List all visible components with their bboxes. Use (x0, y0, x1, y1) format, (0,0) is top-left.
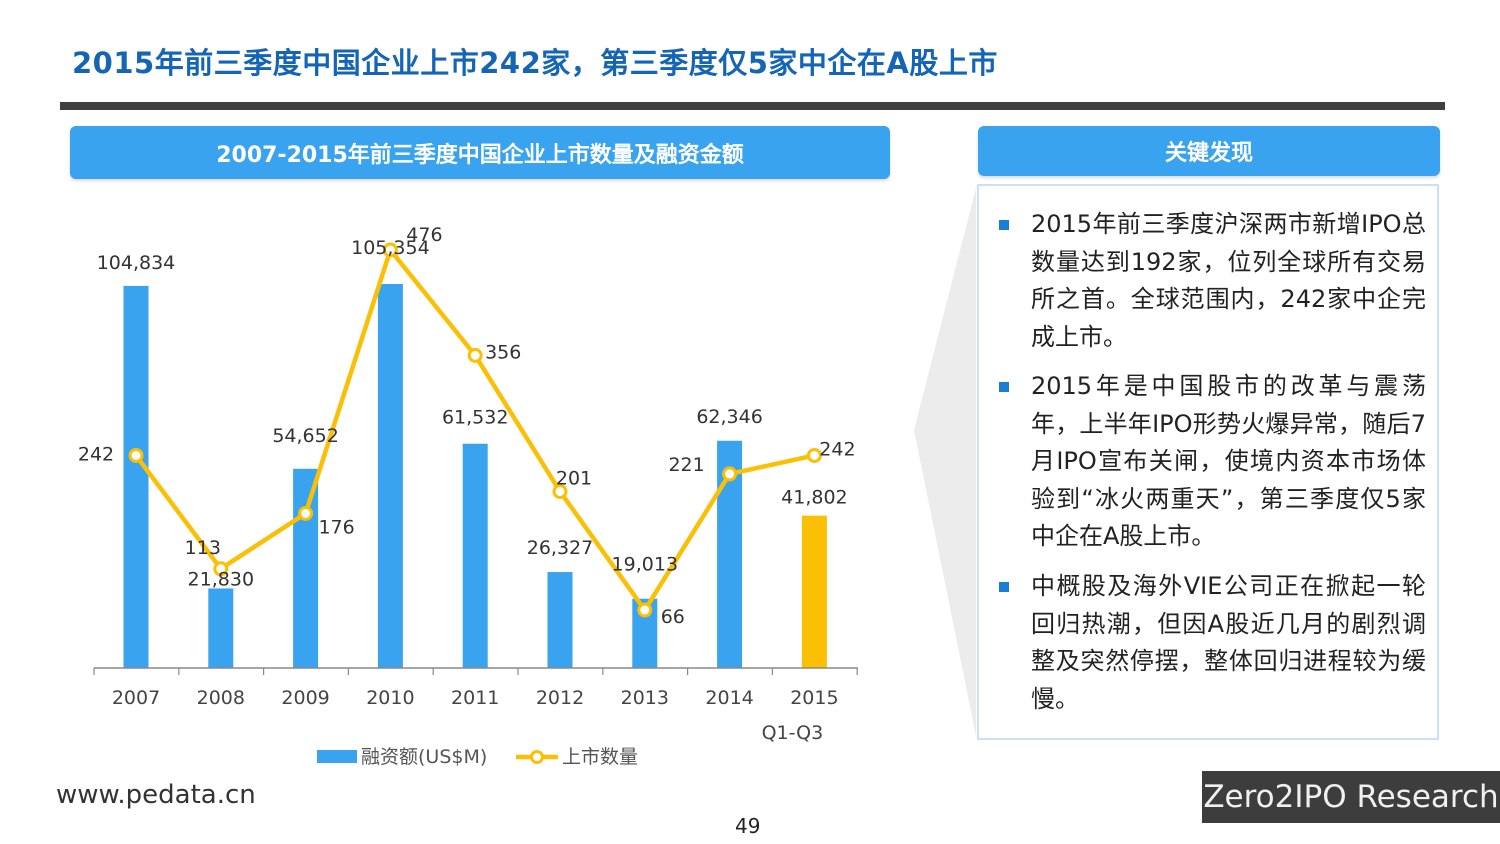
bar-value-label: 41,802 (781, 487, 847, 509)
legend-line-marker (530, 750, 544, 764)
bar-2009 (293, 468, 319, 668)
line-value-label: 113 (185, 537, 221, 559)
title-divider (60, 102, 1445, 110)
x-tick-sublabel: Q1-Q3 (762, 722, 824, 744)
bar-2011 (462, 443, 488, 668)
x-tick-label: 2011 (451, 687, 499, 709)
line-value-label: 201 (556, 467, 592, 489)
line-value-label: 356 (485, 341, 521, 363)
bar-value-label: 19,013 (612, 554, 678, 576)
page-title: 2015年前三季度中国企业上市242家，第三季度仅5家中企在A股上市 (72, 46, 998, 80)
callout-wedge (914, 188, 976, 736)
line-point-2010 (382, 242, 398, 258)
finding-text: 2015年前三季度沪深两市新增IPO总数量达到192家，位列全球所有交易所之首。… (1031, 210, 1426, 351)
line-point-2013 (637, 602, 653, 618)
line-value-label: 66 (661, 606, 685, 628)
findings-box: 2015年前三季度沪深两市新增IPO总数量达到192家，位列全球所有交易所之首。… (977, 184, 1439, 740)
x-tick-label: 2013 (621, 687, 669, 709)
x-tick-label: 2014 (705, 687, 753, 709)
bar-value-label: 26,327 (527, 537, 593, 559)
x-tick-label: 2008 (197, 687, 245, 709)
line-point-2007 (128, 447, 144, 463)
bar-value-label: 104,834 (97, 252, 176, 274)
finding-text: 2015年是中国股市的改革与震荡年，上半年IPO形势火爆异常，随后7月IPO宣布… (1031, 372, 1426, 550)
finding-item: 2015年前三季度沪深两市新增IPO总数量达到192家，位列全球所有交易所之首。… (999, 206, 1426, 356)
bullet-icon (999, 382, 1009, 392)
x-tick-label: 2007 (112, 687, 160, 709)
legend-bar-swatch (317, 750, 357, 763)
chart-header: 2007-2015年前三季度中国企业上市数量及融资金额 (70, 126, 890, 179)
line-point-2011 (467, 347, 483, 363)
finding-text: 中概股及海外VIE公司正在掀起一轮回归热潮，但因A股近几月的剧烈调整及突然停摆，… (1031, 572, 1426, 713)
line-point-2014 (722, 466, 738, 482)
legend-bar-label: 融资额(US$M) (361, 746, 487, 768)
bar-2012 (547, 572, 573, 668)
bar-2015 (801, 515, 827, 668)
line-point-2008 (213, 561, 229, 577)
line-value-label: 242 (819, 438, 855, 460)
bar-2010 (377, 284, 403, 668)
line-point-2015 (806, 447, 822, 463)
x-tick-label: 2012 (536, 687, 584, 709)
bar-value-label: 54,652 (272, 425, 338, 447)
x-tick-label: 2015 (790, 687, 838, 709)
x-tick-label: 2010 (366, 687, 414, 709)
bar-value-label: 105,354 (351, 237, 430, 259)
website-url: www.pedata.cn (56, 780, 256, 810)
callout-wedge-shape (914, 188, 976, 736)
brand-logo: Zero2IPO Research (1202, 771, 1500, 823)
bullet-icon (999, 582, 1009, 592)
line-value-label: 221 (668, 454, 704, 476)
x-tick-label: 2009 (281, 687, 329, 709)
finding-item: 2015年是中国股市的改革与震荡年，上半年IPO形势火爆异常，随后7月IPO宣布… (999, 368, 1426, 556)
bar-value-label: 21,830 (188, 568, 254, 590)
line-value-label: 176 (318, 516, 354, 538)
bar-2007 (123, 285, 149, 668)
findings-header: 关键发现 (978, 126, 1440, 176)
line-value-label: 242 (78, 443, 114, 465)
line-point-2009 (298, 505, 314, 521)
bar-value-label: 61,532 (442, 407, 508, 429)
line-point-2012 (552, 483, 568, 499)
page-number: 49 (735, 814, 761, 838)
bullet-icon (999, 220, 1009, 230)
line-value-label: 476 (406, 224, 442, 246)
finding-item: 中概股及海外VIE公司正在掀起一轮回归热潮，但因A股近几月的剧烈调整及突然停摆，… (999, 568, 1426, 718)
bar-2008 (208, 588, 234, 668)
bar-value-label: 62,346 (696, 406, 762, 428)
legend-line-label: 上市数量 (562, 746, 638, 768)
